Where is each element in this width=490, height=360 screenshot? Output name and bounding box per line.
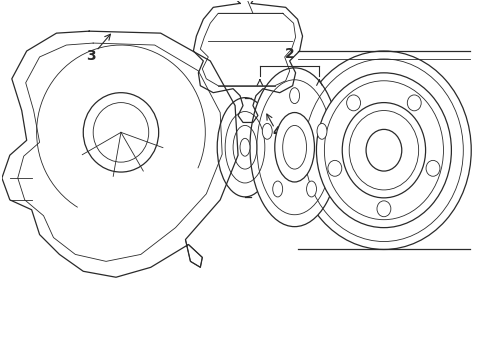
Polygon shape	[194, 0, 302, 122]
Ellipse shape	[317, 73, 451, 228]
Ellipse shape	[273, 181, 283, 197]
Ellipse shape	[262, 123, 272, 139]
Ellipse shape	[275, 113, 315, 182]
Ellipse shape	[346, 95, 361, 111]
Ellipse shape	[290, 88, 299, 104]
Ellipse shape	[426, 161, 440, 176]
Ellipse shape	[407, 95, 421, 111]
Ellipse shape	[366, 129, 402, 171]
Text: 3: 3	[86, 49, 96, 63]
Ellipse shape	[250, 68, 339, 227]
Ellipse shape	[377, 201, 391, 217]
Ellipse shape	[307, 181, 317, 197]
Ellipse shape	[328, 161, 342, 176]
Ellipse shape	[83, 93, 159, 172]
Text: 2: 2	[285, 47, 294, 61]
Ellipse shape	[317, 123, 327, 139]
Ellipse shape	[240, 138, 250, 156]
Text: 4: 4	[273, 125, 283, 139]
Ellipse shape	[342, 103, 426, 198]
Ellipse shape	[217, 98, 273, 197]
Text: 1: 1	[392, 168, 402, 182]
Polygon shape	[2, 31, 238, 277]
Ellipse shape	[296, 51, 471, 249]
